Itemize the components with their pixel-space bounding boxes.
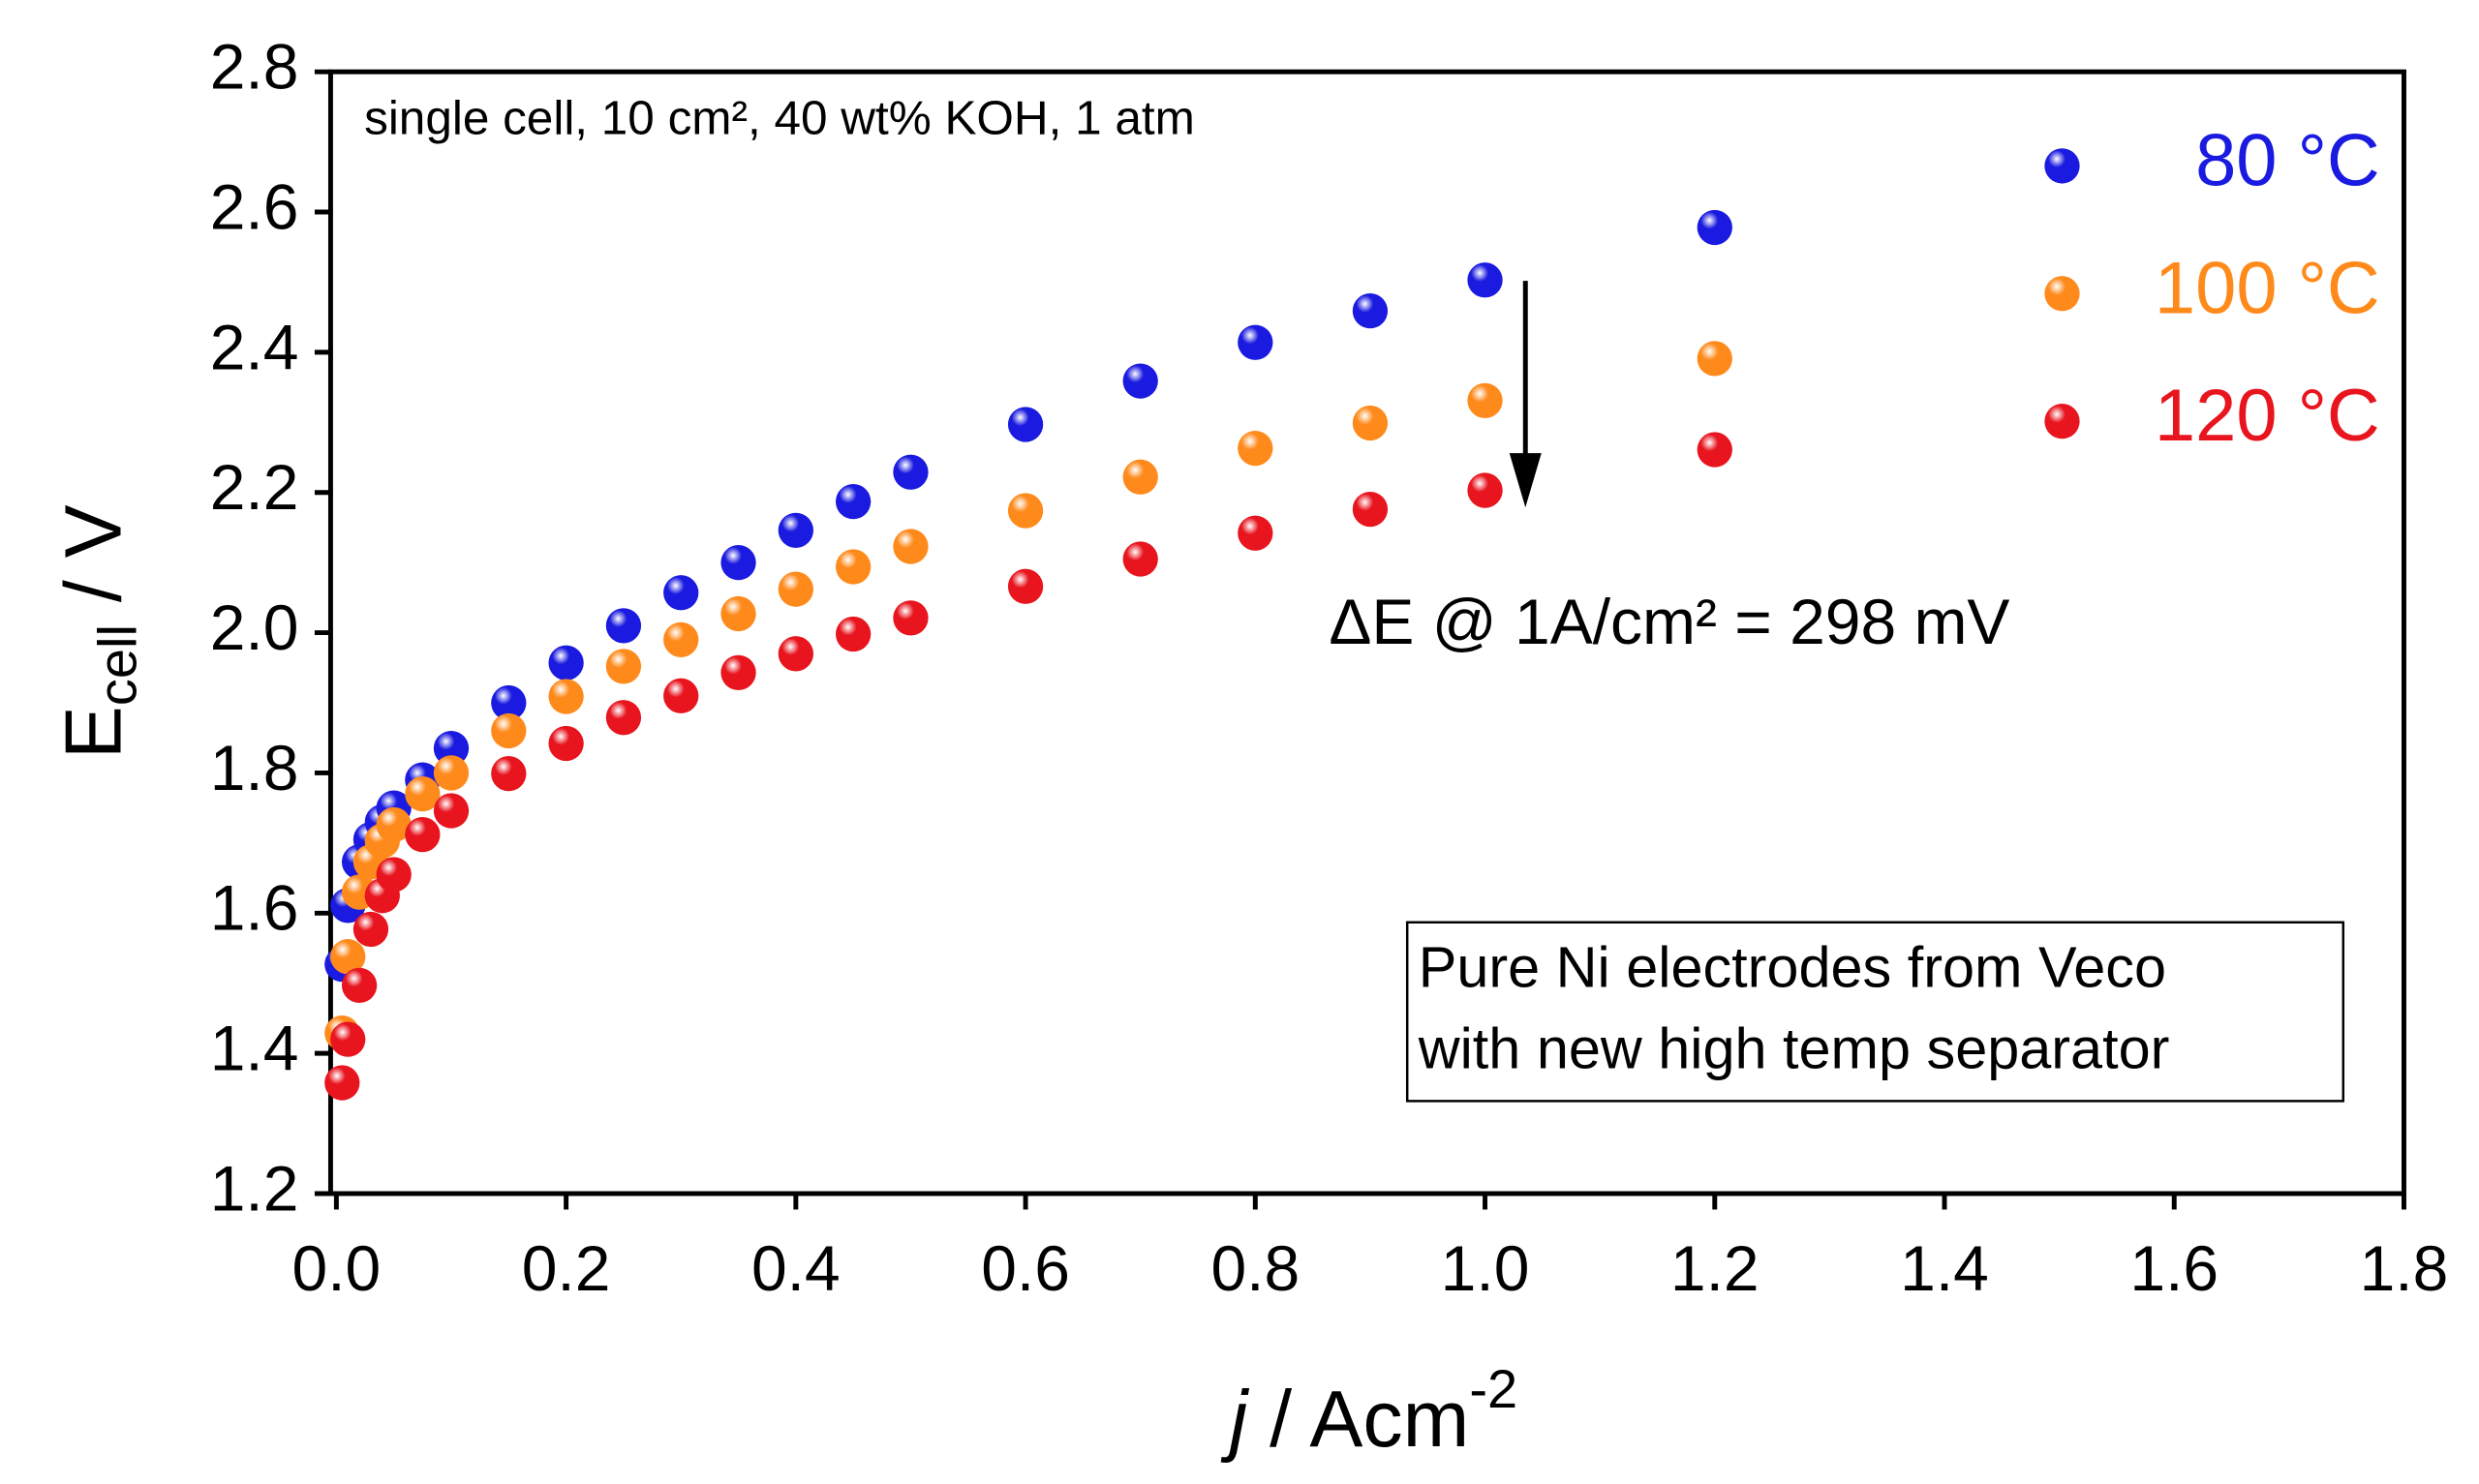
- x-tick-label: 1.0: [1441, 1232, 1530, 1304]
- y-tick-label: 1.4: [210, 1013, 299, 1084]
- legend-marker: [2044, 148, 2080, 184]
- data-point: [1467, 262, 1503, 298]
- data-point: [663, 678, 699, 713]
- data-point: [1122, 459, 1158, 495]
- y-tick-label: 1.6: [210, 872, 299, 944]
- data-point: [1007, 493, 1044, 529]
- data-point: [433, 755, 470, 791]
- data-point: [1007, 568, 1044, 604]
- data-point: [405, 776, 441, 812]
- data-point: [352, 911, 389, 948]
- data-point: [1697, 209, 1732, 246]
- x-tick-label: 0.6: [981, 1232, 1070, 1304]
- data-point: [1238, 515, 1273, 551]
- data-point: [548, 645, 584, 681]
- data-point: [778, 571, 813, 607]
- data-point: [330, 939, 366, 975]
- data-point: [491, 712, 527, 749]
- note-line: Pure Ni electrodes from Veco: [1419, 935, 2166, 1000]
- note-line: with new high temp separator: [1418, 1016, 2170, 1081]
- x-label-part: / Acm: [1247, 1375, 1469, 1464]
- data-point: [324, 1065, 360, 1101]
- data-point: [720, 595, 756, 632]
- data-point: [778, 636, 813, 672]
- arrow-head: [1509, 453, 1542, 508]
- y-tick-label: 2.6: [210, 170, 299, 242]
- x-tick-label: 1.4: [1900, 1232, 1989, 1304]
- data-point: [893, 454, 929, 490]
- data-point: [548, 679, 584, 714]
- data-point: [1697, 432, 1732, 468]
- y-tick-label: 2.4: [210, 311, 299, 382]
- y-label-part: / V: [48, 504, 138, 624]
- data-point: [548, 725, 584, 762]
- x-tick-label: 0.0: [292, 1232, 382, 1304]
- x-axis-label: j / Acm-2: [1220, 1358, 1517, 1464]
- y-tick-label: 2.2: [210, 451, 299, 523]
- data-point: [1238, 430, 1273, 467]
- legend-marker: [2044, 276, 2080, 312]
- x-tick-label: 0.8: [1210, 1232, 1300, 1304]
- data-point: [778, 512, 813, 548]
- data-point: [720, 654, 756, 691]
- x-tick-label: 1.6: [2129, 1232, 2219, 1304]
- data-point: [720, 545, 756, 581]
- data-point: [1122, 541, 1158, 577]
- data-point: [1352, 405, 1389, 441]
- data-point: [433, 730, 470, 767]
- y-tick-label: 1.8: [210, 732, 299, 803]
- data-point: [1467, 382, 1503, 418]
- data-point: [330, 1021, 366, 1057]
- y-tick-label: 1.2: [210, 1152, 299, 1224]
- legend-marker: [2044, 404, 2080, 439]
- annotation: single cell, 10 cm², 40 wt% KOH, 1 atm: [364, 91, 1195, 144]
- legend-label: 80 °C: [2195, 119, 2380, 201]
- data-point: [1467, 472, 1503, 508]
- data-point: [491, 684, 527, 721]
- data-point: [376, 857, 412, 893]
- x-tick-label: 0.2: [522, 1232, 611, 1304]
- data-point: [491, 756, 527, 792]
- data-point: [1238, 324, 1273, 360]
- y-axis-label: Ecell / V: [48, 504, 147, 759]
- x-tick-label: 1.8: [2360, 1232, 2449, 1304]
- data-point: [1697, 341, 1732, 377]
- legend-label: 100 °C: [2155, 247, 2380, 329]
- x-tick-label: 1.2: [1670, 1232, 1760, 1304]
- data-point: [433, 793, 470, 829]
- data-point: [836, 616, 872, 652]
- data-point: [341, 967, 378, 1004]
- data-point: [605, 649, 642, 684]
- y-label-part: E: [48, 706, 138, 759]
- data-point: [1122, 363, 1158, 399]
- data-point: [376, 806, 412, 843]
- data-point: [1007, 407, 1044, 442]
- annotation: ΔE @ 1A/cm² = 298 mV: [1329, 586, 2009, 657]
- data-point: [893, 600, 929, 636]
- data-point: [405, 817, 441, 853]
- note-box: [1405, 921, 2345, 1103]
- x-label-part: -2: [1469, 1358, 1517, 1419]
- data-point: [605, 700, 642, 736]
- y-label-part: cell: [86, 624, 147, 706]
- data-point: [836, 549, 872, 585]
- x-tick-label: 0.4: [751, 1232, 841, 1304]
- data-point: [663, 621, 699, 657]
- data-point: [893, 529, 929, 564]
- data-point: [663, 575, 699, 611]
- data-point: [1352, 293, 1389, 329]
- legend-label: 120 °C: [2155, 375, 2380, 457]
- x-label-part: j: [1220, 1375, 1250, 1464]
- y-tick-label: 2.0: [210, 591, 299, 663]
- data-point: [1352, 491, 1389, 528]
- y-tick-label: 2.8: [210, 31, 299, 103]
- data-point: [605, 608, 642, 644]
- data-point: [836, 484, 872, 520]
